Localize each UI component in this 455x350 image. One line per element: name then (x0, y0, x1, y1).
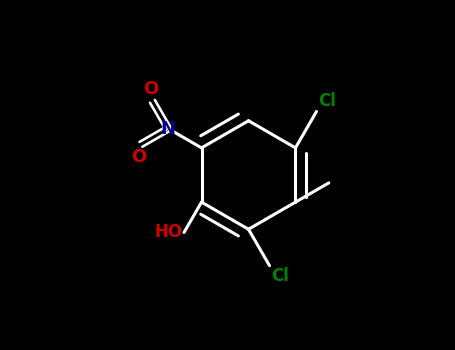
Text: Cl: Cl (271, 267, 289, 285)
Text: O: O (143, 80, 158, 98)
Text: Cl: Cl (318, 92, 336, 110)
Text: HO: HO (154, 223, 182, 242)
Text: N: N (161, 120, 176, 138)
Text: O: O (131, 148, 147, 166)
